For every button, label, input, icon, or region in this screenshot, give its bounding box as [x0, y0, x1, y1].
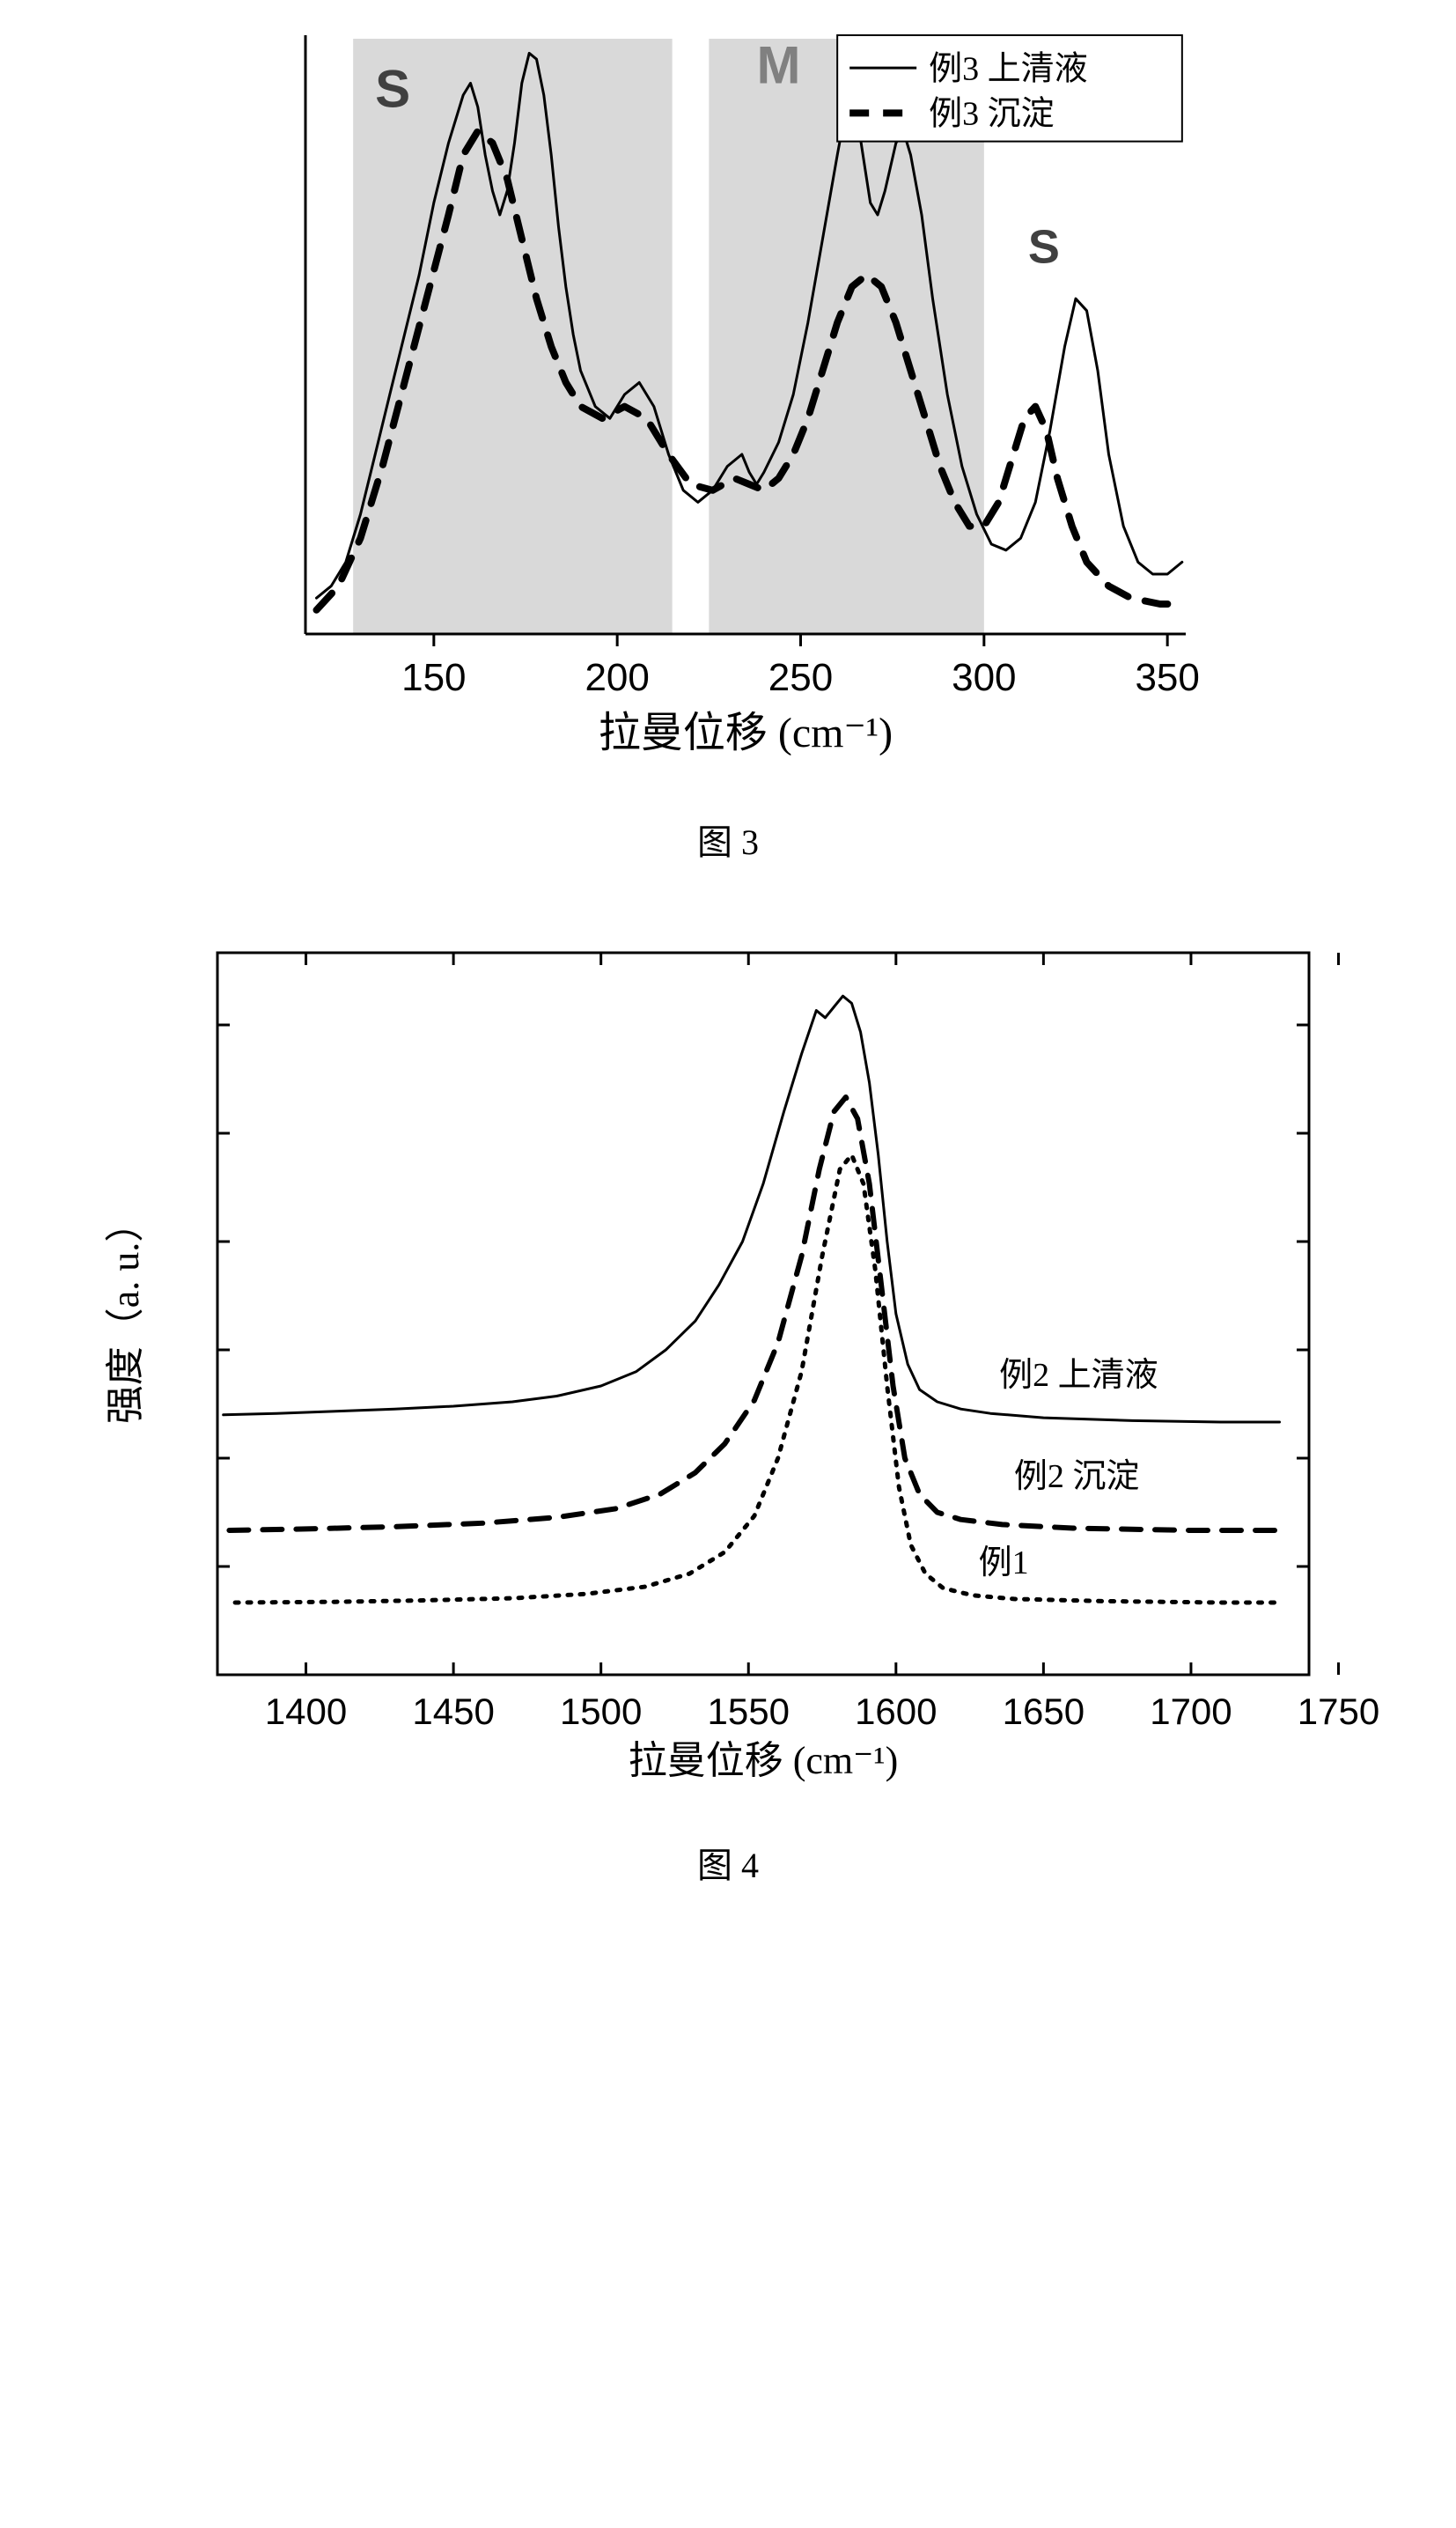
svg-text:300: 300 [952, 656, 1016, 699]
svg-text:1700: 1700 [1150, 1691, 1232, 1732]
fig3-chart: 150 200 250 300 350 拉曼位移 (cm⁻¹) S M S 例3 上清液例3 沉淀 [200, 18, 1256, 792]
svg-text:例1: 例1 [979, 1544, 1029, 1581]
svg-text:1550: 1550 [708, 1691, 790, 1732]
svg-text:例3 沉淀: 例3 沉淀 [929, 96, 1055, 133]
svg-text:拉曼位移 (cm⁻¹): 拉曼位移 (cm⁻¹) [629, 1739, 898, 1782]
svg-text:例3 上清液: 例3 上清液 [929, 50, 1088, 87]
fig3-caption: 图 3 [697, 814, 759, 865]
svg-text:150: 150 [401, 656, 466, 699]
svg-text:1600: 1600 [855, 1691, 937, 1732]
figure-3: 150 200 250 300 350 拉曼位移 (cm⁻¹) S M S 例3 上清液例3 沉淀… [35, 18, 1421, 865]
svg-text:S: S [375, 60, 410, 119]
svg-text:1750: 1750 [1298, 1691, 1379, 1732]
fig4-caption: 图 4 [697, 1837, 759, 1888]
svg-text:强度（a. u.）: 强度（a. u.） [104, 1204, 147, 1425]
svg-text:M: M [757, 35, 801, 94]
fig4-chart: 1400 1450 1500 1550 1600 1650 1700 1750 拉曼位移 (cm… [68, 918, 1388, 1816]
svg-text:1400: 1400 [265, 1691, 347, 1732]
svg-text:例2 上清液: 例2 上清液 [999, 1357, 1158, 1394]
svg-text:拉曼位移 (cm⁻¹): 拉曼位移 (cm⁻¹) [599, 710, 893, 756]
svg-text:S: S [1028, 220, 1060, 273]
svg-text:1450: 1450 [412, 1691, 494, 1732]
figure-4: 1400 1450 1500 1550 1600 1650 1700 1750 拉曼位移 (cm… [35, 918, 1421, 1888]
svg-text:250: 250 [768, 656, 833, 699]
svg-text:1650: 1650 [1003, 1691, 1085, 1732]
svg-text:200: 200 [585, 656, 649, 699]
svg-text:350: 350 [1135, 656, 1199, 699]
svg-text:例2 沉淀: 例2 沉淀 [1014, 1458, 1140, 1495]
svg-text:1500: 1500 [560, 1691, 642, 1732]
